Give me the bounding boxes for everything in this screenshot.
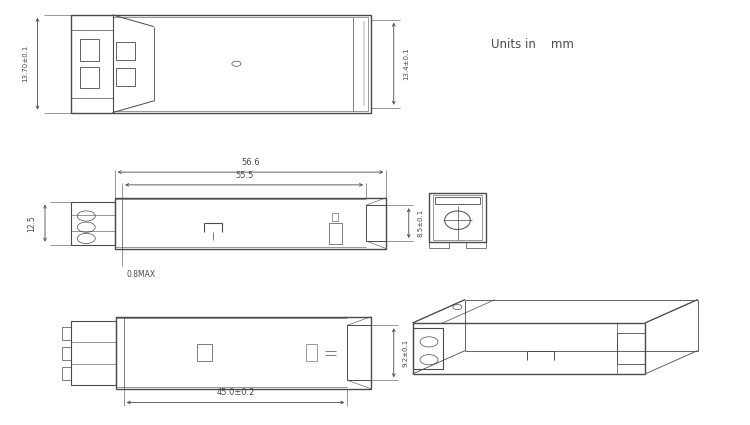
Text: 55.5: 55.5 [235, 171, 254, 180]
Text: Units in    mm: Units in mm [491, 38, 574, 51]
Text: 45.0±0.2: 45.0±0.2 [216, 388, 255, 397]
Text: 56.6: 56.6 [242, 158, 260, 167]
Text: 13.4±0.1: 13.4±0.1 [403, 47, 409, 80]
Text: 13.70±0.1: 13.70±0.1 [22, 45, 28, 82]
Text: 8.5±0.1: 8.5±0.1 [418, 209, 424, 237]
Text: 0.8MAX: 0.8MAX [126, 270, 155, 279]
Text: 9.2±0.1: 9.2±0.1 [403, 339, 409, 367]
Text: 12.5: 12.5 [27, 215, 36, 232]
